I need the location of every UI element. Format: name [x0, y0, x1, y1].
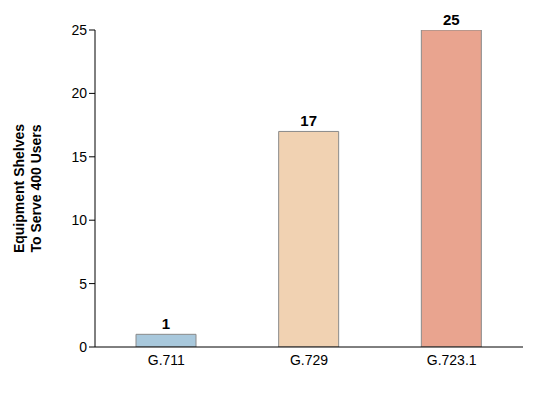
svg-text:Equipment ShelvesTo Serve 400: Equipment ShelvesTo Serve 400 Users: [11, 124, 44, 253]
svg-text:G.723.1: G.723.1: [427, 352, 477, 368]
svg-text:17: 17: [300, 112, 317, 129]
svg-text:20: 20: [71, 85, 87, 101]
svg-text:5: 5: [79, 276, 87, 292]
svg-text:G.729: G.729: [290, 352, 328, 368]
svg-text:G.711: G.711: [148, 352, 185, 368]
svg-text:25: 25: [443, 11, 460, 28]
svg-text:15: 15: [71, 149, 87, 165]
svg-text:0: 0: [79, 339, 87, 355]
svg-text:10: 10: [71, 212, 87, 228]
svg-text:25: 25: [71, 22, 87, 38]
svg-text:1: 1: [162, 315, 170, 332]
